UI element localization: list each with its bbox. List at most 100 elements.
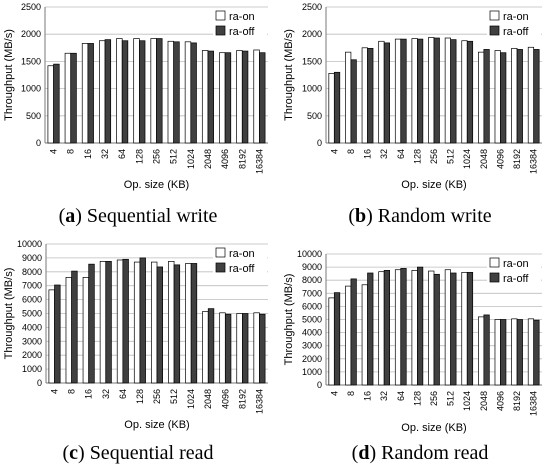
x-tick-label: 32 (101, 389, 111, 399)
y-tick-label: 3000 (22, 336, 42, 346)
x-tick-label: 4096 (220, 149, 230, 169)
bar-ra-off (173, 264, 181, 384)
bar-ra-off (104, 39, 112, 144)
x-tick-label: 16 (363, 149, 373, 159)
legend-swatch-ra-on (215, 10, 226, 21)
y-tick-label: 5000 (302, 315, 322, 325)
bar-ra-off (417, 38, 424, 144)
chart-panel-c: 0 1000 2000 3000 4000 5000 6000 7000 8000 9000 100… (0, 235, 275, 440)
bar-ra-off (516, 319, 523, 386)
bar-ra-on (428, 37, 435, 144)
legend-label-ra-off: ra-off (229, 263, 255, 275)
y-tick-label: 1000 (302, 84, 322, 94)
legend-swatch-ra-on (489, 10, 500, 21)
x-tick-label: 4 (49, 149, 59, 154)
legend-swatch-ra-off (215, 262, 226, 273)
bar-ra-off (483, 49, 490, 144)
y-tick-label: 2500 (302, 2, 322, 12)
bar-ra-off (207, 308, 215, 384)
bar-ra-on (65, 277, 72, 384)
y-axis-label: Throughput (MB/s) (283, 29, 295, 121)
bar-ra-off (173, 41, 180, 144)
y-tick-label: 2000 (302, 29, 322, 39)
y-tick-label: 10000 (17, 239, 42, 249)
x-tick-label: 32 (379, 149, 389, 159)
bar-ra-on (444, 269, 451, 386)
bar-ra-off (259, 52, 266, 144)
legend: ra-on ra-off (487, 9, 541, 41)
legend-label-ra-off: ra-off (229, 26, 255, 38)
x-tick-label: 2048 (203, 389, 213, 409)
chart-sequential-write: 0 500 1000 1500 2000 2500 4 8 16 32 64 128 256 512 102… (3, 2, 268, 191)
caption-text: Sequential write (86, 205, 218, 227)
bar-ra-on (345, 285, 352, 386)
bar-ra-on (345, 51, 352, 144)
x-tick-label: 32 (379, 391, 389, 401)
bar-ra-on (236, 50, 243, 144)
legend: ra-on ra-off (487, 256, 541, 288)
caption-a: (a) Sequential write (58, 205, 218, 227)
chart-panel-a: 0 500 1000 1500 2000 2500 4 8 16 32 64 128 256 512 102… (0, 0, 275, 200)
bar-ra-off (156, 38, 163, 144)
y-tick-label: 4000 (22, 322, 42, 332)
bar-ra-off (88, 263, 95, 384)
bar-ra-on (167, 40, 175, 144)
legend-label-ra-off: ra-off (503, 26, 529, 38)
bar-ra-on (328, 73, 335, 144)
bar-ra-off (241, 50, 249, 144)
bar-ra-on (328, 297, 335, 386)
y-tick-label: 6000 (302, 301, 322, 311)
y-tick-label: 6000 (22, 295, 42, 305)
bar-ra-on (527, 318, 535, 386)
x-tick-label: 64 (118, 389, 128, 399)
x-tick-label: 512 (446, 149, 456, 164)
bar-ra-off (433, 37, 440, 144)
bar-ra-off (87, 43, 94, 144)
bar-ra-off (333, 71, 341, 144)
x-tick-label: 8 (67, 389, 77, 394)
bar-ra-on (201, 50, 209, 144)
y-tick-label: 1000 (302, 367, 322, 377)
bar-ra-off (533, 49, 540, 144)
bar-ra-on (394, 38, 402, 144)
y-tick-label: 1000 (22, 364, 42, 374)
y-tick-label: 0 (317, 138, 322, 148)
legend: ra-on ra-off (213, 246, 267, 278)
chart-panel-b: 0 500 1000 1500 2000 2500 4 8 16 32 64 128 256 512 102… (280, 0, 550, 200)
x-tick-label: 4096 (495, 391, 505, 411)
x-tick-label: 16 (363, 391, 373, 401)
legend-swatch-ra-off (215, 25, 226, 36)
x-axis-label: Op. size (KB) (124, 179, 189, 191)
x-tick-label: 16384 (529, 391, 539, 416)
bar-ra-off (190, 42, 197, 144)
x-tick-label: 16384 (254, 389, 264, 414)
bar-ra-on (378, 40, 385, 144)
bar-ra-off (500, 319, 507, 386)
bar-ra-on (478, 316, 485, 386)
bar-ra-on (378, 271, 385, 386)
y-tick-label: 0 (37, 378, 42, 388)
x-tick-label: 1024 (462, 149, 472, 169)
x-tick-label: 16 (84, 389, 94, 399)
bar-ra-on (411, 270, 418, 386)
x-tick-label: 128 (135, 389, 145, 404)
bar-ra-off (350, 278, 357, 386)
bar-ra-on (168, 261, 175, 384)
x-tick-label: 128 (412, 391, 422, 406)
bar-ra-on (116, 259, 124, 384)
bar-ra-on (151, 261, 158, 384)
y-tick-label: 0 (317, 380, 322, 390)
x-tick-label: 16384 (529, 149, 539, 174)
bar-ra-off (333, 292, 341, 386)
bar-ra-on (511, 318, 518, 386)
bar-ra-off (417, 266, 424, 386)
legend-label-ra-on: ra-on (229, 248, 255, 260)
x-tick-label: 8 (66, 149, 76, 154)
bar-ra-off (533, 319, 540, 386)
chart-random-write: 0 500 1000 1500 2000 2500 4 8 16 32 64 128 256 512 102… (283, 2, 542, 191)
bar-ra-on (394, 269, 402, 386)
bar-ra-off (383, 42, 390, 144)
bar-ra-on (184, 41, 192, 144)
bar-ra-off (259, 313, 266, 384)
bar-ra-on (461, 271, 468, 386)
